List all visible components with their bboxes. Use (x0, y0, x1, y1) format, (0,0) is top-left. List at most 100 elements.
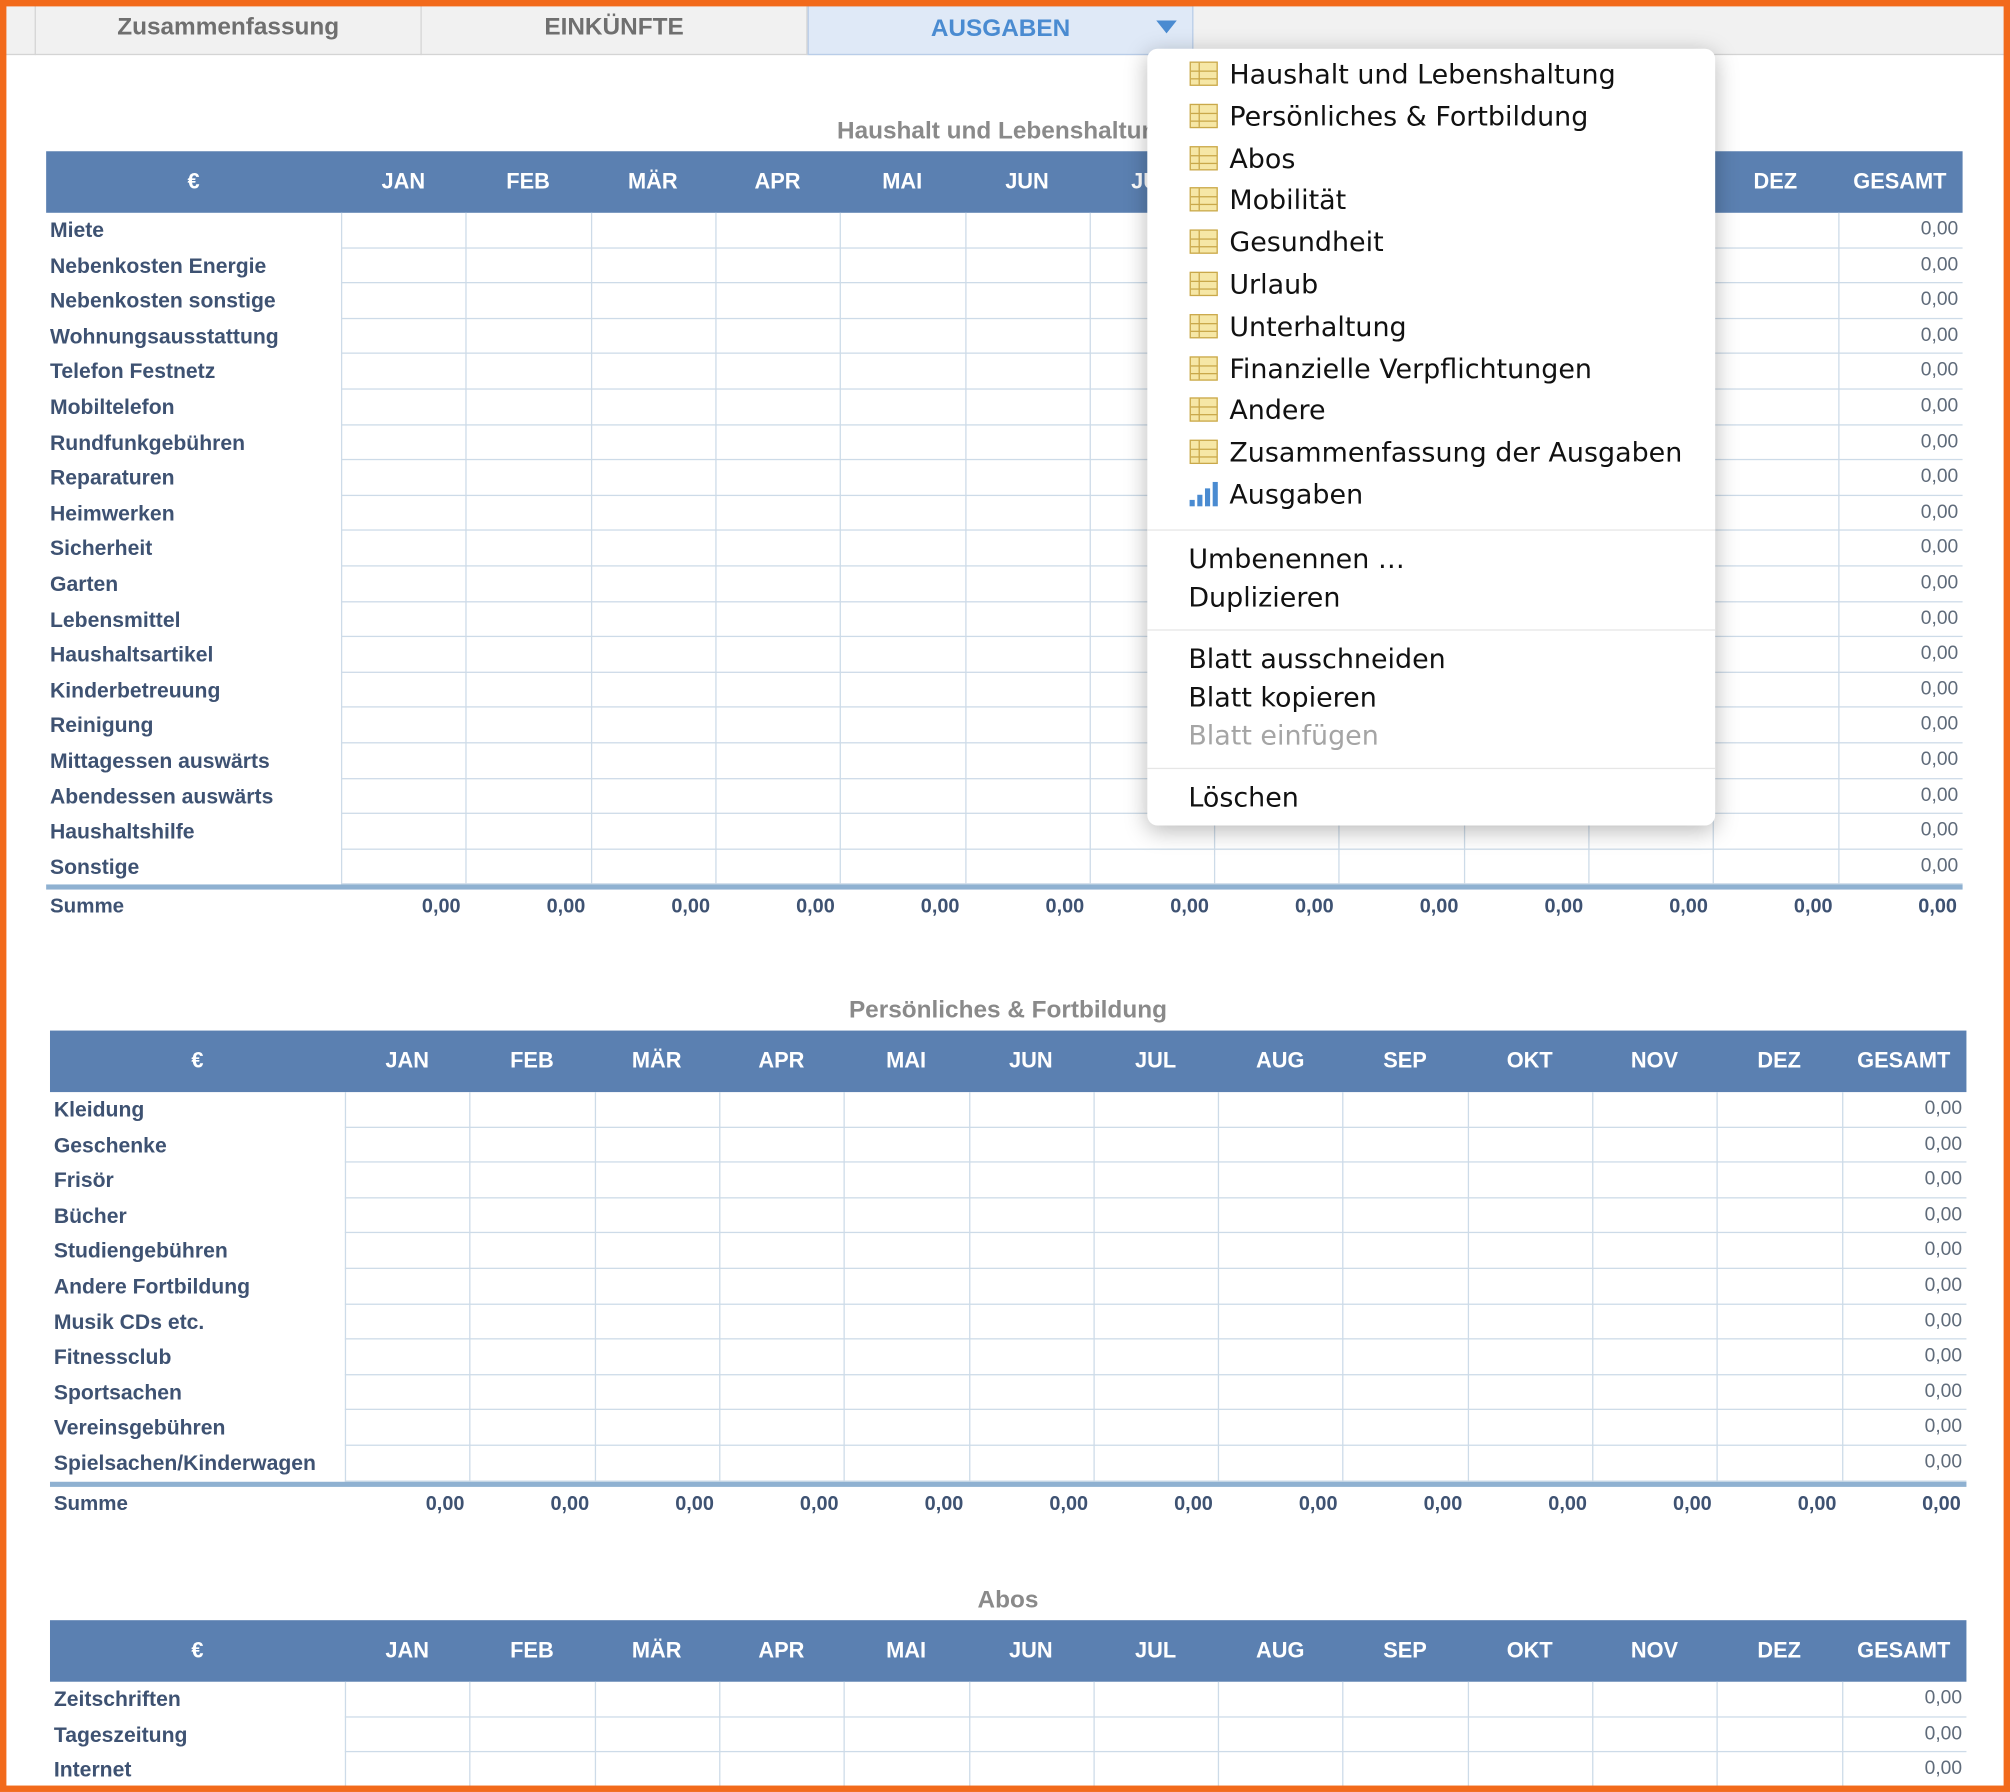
grid-line (1716, 1092, 1719, 1482)
row-label: Andere Fortbildung (53, 1275, 251, 1299)
menu-item[interactable]: Urlaub (1229, 269, 1319, 300)
row-label: Garten (49, 572, 119, 597)
column-header: MAI (882, 169, 923, 194)
row-total: 0,00 (1924, 1167, 1963, 1190)
grid-line (1592, 1681, 1594, 1788)
column-header: SEP (1383, 1048, 1427, 1073)
grid-line (1093, 1092, 1095, 1482)
icon-line (1198, 146, 1200, 169)
grid-line (719, 1092, 721, 1482)
grid-line (1467, 1681, 1469, 1788)
column-header: JUN (1009, 1638, 1053, 1663)
row-label: Reparaturen (49, 466, 175, 490)
icon-line (1198, 188, 1200, 211)
sheet-icon (1189, 271, 1218, 297)
icon-line (1190, 322, 1217, 325)
sum-value: 0,00 (1423, 1492, 1463, 1515)
column-header: MÄR (627, 169, 678, 194)
column-header: OKT (1506, 1048, 1553, 1073)
menu-item[interactable]: Mobilität (1229, 185, 1347, 216)
menu-item[interactable]: Umbenennen … (1188, 543, 1405, 575)
icon-line (1198, 357, 1200, 379)
menu-item[interactable]: Duplizieren (1188, 581, 1341, 613)
menu-item[interactable]: Unterhaltung (1229, 311, 1407, 342)
icon-line (1190, 456, 1217, 458)
column-header: MÄR (631, 1638, 682, 1663)
column-header: GESAMT (1853, 169, 1947, 194)
menu-item[interactable]: Persönliches & Fortbildung (1229, 101, 1589, 132)
menu-item[interactable]: Haushalt und Lebenshaltung (1229, 58, 1616, 90)
column-header: DEZ (1757, 1048, 1801, 1073)
row-total: 0,00 (1924, 1274, 1963, 1296)
row-label: Fitnessclub (53, 1346, 172, 1370)
row-total: 0,00 (1920, 819, 1959, 842)
menu-item[interactable]: Finanzielle Verpflichtungen (1229, 353, 1592, 385)
icon-line (1198, 273, 1200, 295)
grid-line (839, 212, 842, 885)
menu-item[interactable]: Blatt ausschneiden (1188, 643, 1446, 675)
icon-line (1190, 246, 1217, 248)
row-label: Vereinsgebühren (53, 1416, 226, 1440)
menu-item[interactable]: Abos (1229, 143, 1296, 174)
sum-value: 0,00 (1045, 896, 1085, 919)
sheet-tab[interactable]: EINKÜNFTE (422, 5, 808, 56)
row-label: Zeitschriften (53, 1688, 181, 1712)
grid-line (344, 1409, 1966, 1411)
row-total: 0,00 (1920, 465, 1959, 488)
dropdown-arrow[interactable] (1156, 20, 1177, 34)
row-label: Reinigung (49, 714, 154, 738)
row-label: Spielsachen/Kinderwagen (53, 1452, 316, 1476)
grid-line (594, 1092, 596, 1482)
row-label: Telefon Festnetz (49, 360, 216, 384)
grid-line (843, 1681, 846, 1788)
menu-item[interactable]: Blatt kopieren (1188, 681, 1377, 713)
column-header: APR (758, 1048, 805, 1073)
menu-item[interactable]: Ausgaben (1229, 479, 1364, 511)
menu-item[interactable]: Andere (1229, 395, 1326, 427)
row-total: 0,00 (1920, 748, 1959, 771)
row-total: 0,00 (1920, 500, 1959, 523)
row-label: Kinderbetreuung (49, 679, 221, 703)
sum-value: 0,00 (1669, 896, 1708, 919)
grid-line (594, 1681, 596, 1788)
row-label: Musik CDs etc. (53, 1310, 205, 1334)
menu-item: Blatt einfügen (1188, 720, 1379, 752)
column-header: DEZ (1753, 169, 1798, 194)
icon-line (1190, 364, 1217, 367)
menu-item[interactable]: Gesundheit (1229, 227, 1384, 258)
row-label: Bücher (53, 1204, 127, 1228)
row-label: Lebensmittel (49, 608, 181, 632)
sheet-tab[interactable]: AUSGABEN (807, 5, 1194, 56)
sum-value: 0,00 (796, 896, 835, 919)
icon-line (1190, 120, 1217, 122)
sum-value: 0,00 (550, 1492, 590, 1515)
column-header: MÄR (631, 1048, 682, 1073)
sum-divider (49, 1481, 1966, 1487)
row-total: 0,00 (1920, 642, 1959, 665)
row-label: Haushaltsartikel (49, 643, 214, 667)
icon-line (1190, 204, 1217, 206)
column-header: JUL (1134, 1048, 1177, 1073)
chart-icon-bar (1197, 494, 1203, 507)
icon-line (1190, 330, 1217, 332)
icon-line (1190, 154, 1217, 156)
row-total: 0,00 (1924, 1757, 1963, 1780)
grid-line (344, 1338, 1966, 1340)
icon-line (1198, 230, 1200, 253)
menu-separator (1147, 767, 1716, 770)
column-header: NOV (1630, 1638, 1679, 1663)
sum-value: 0,00 (675, 1492, 714, 1515)
row-label: Internet (53, 1758, 132, 1782)
menu-item[interactable]: Zusammenfassung der Ausgaben (1229, 437, 1683, 469)
column-header: DEZ (1757, 1638, 1801, 1663)
grid-line (968, 1092, 970, 1482)
menu-item[interactable]: Löschen (1188, 781, 1299, 813)
sheet-icon (1189, 229, 1218, 255)
column-header: € (187, 169, 200, 194)
chart-icon-bar (1204, 488, 1211, 507)
grid-line (1467, 1092, 1469, 1482)
grid-line (340, 883, 1963, 885)
sheet-tab[interactable]: Zusammenfassung (36, 5, 422, 56)
row-total: 0,00 (1920, 359, 1959, 382)
